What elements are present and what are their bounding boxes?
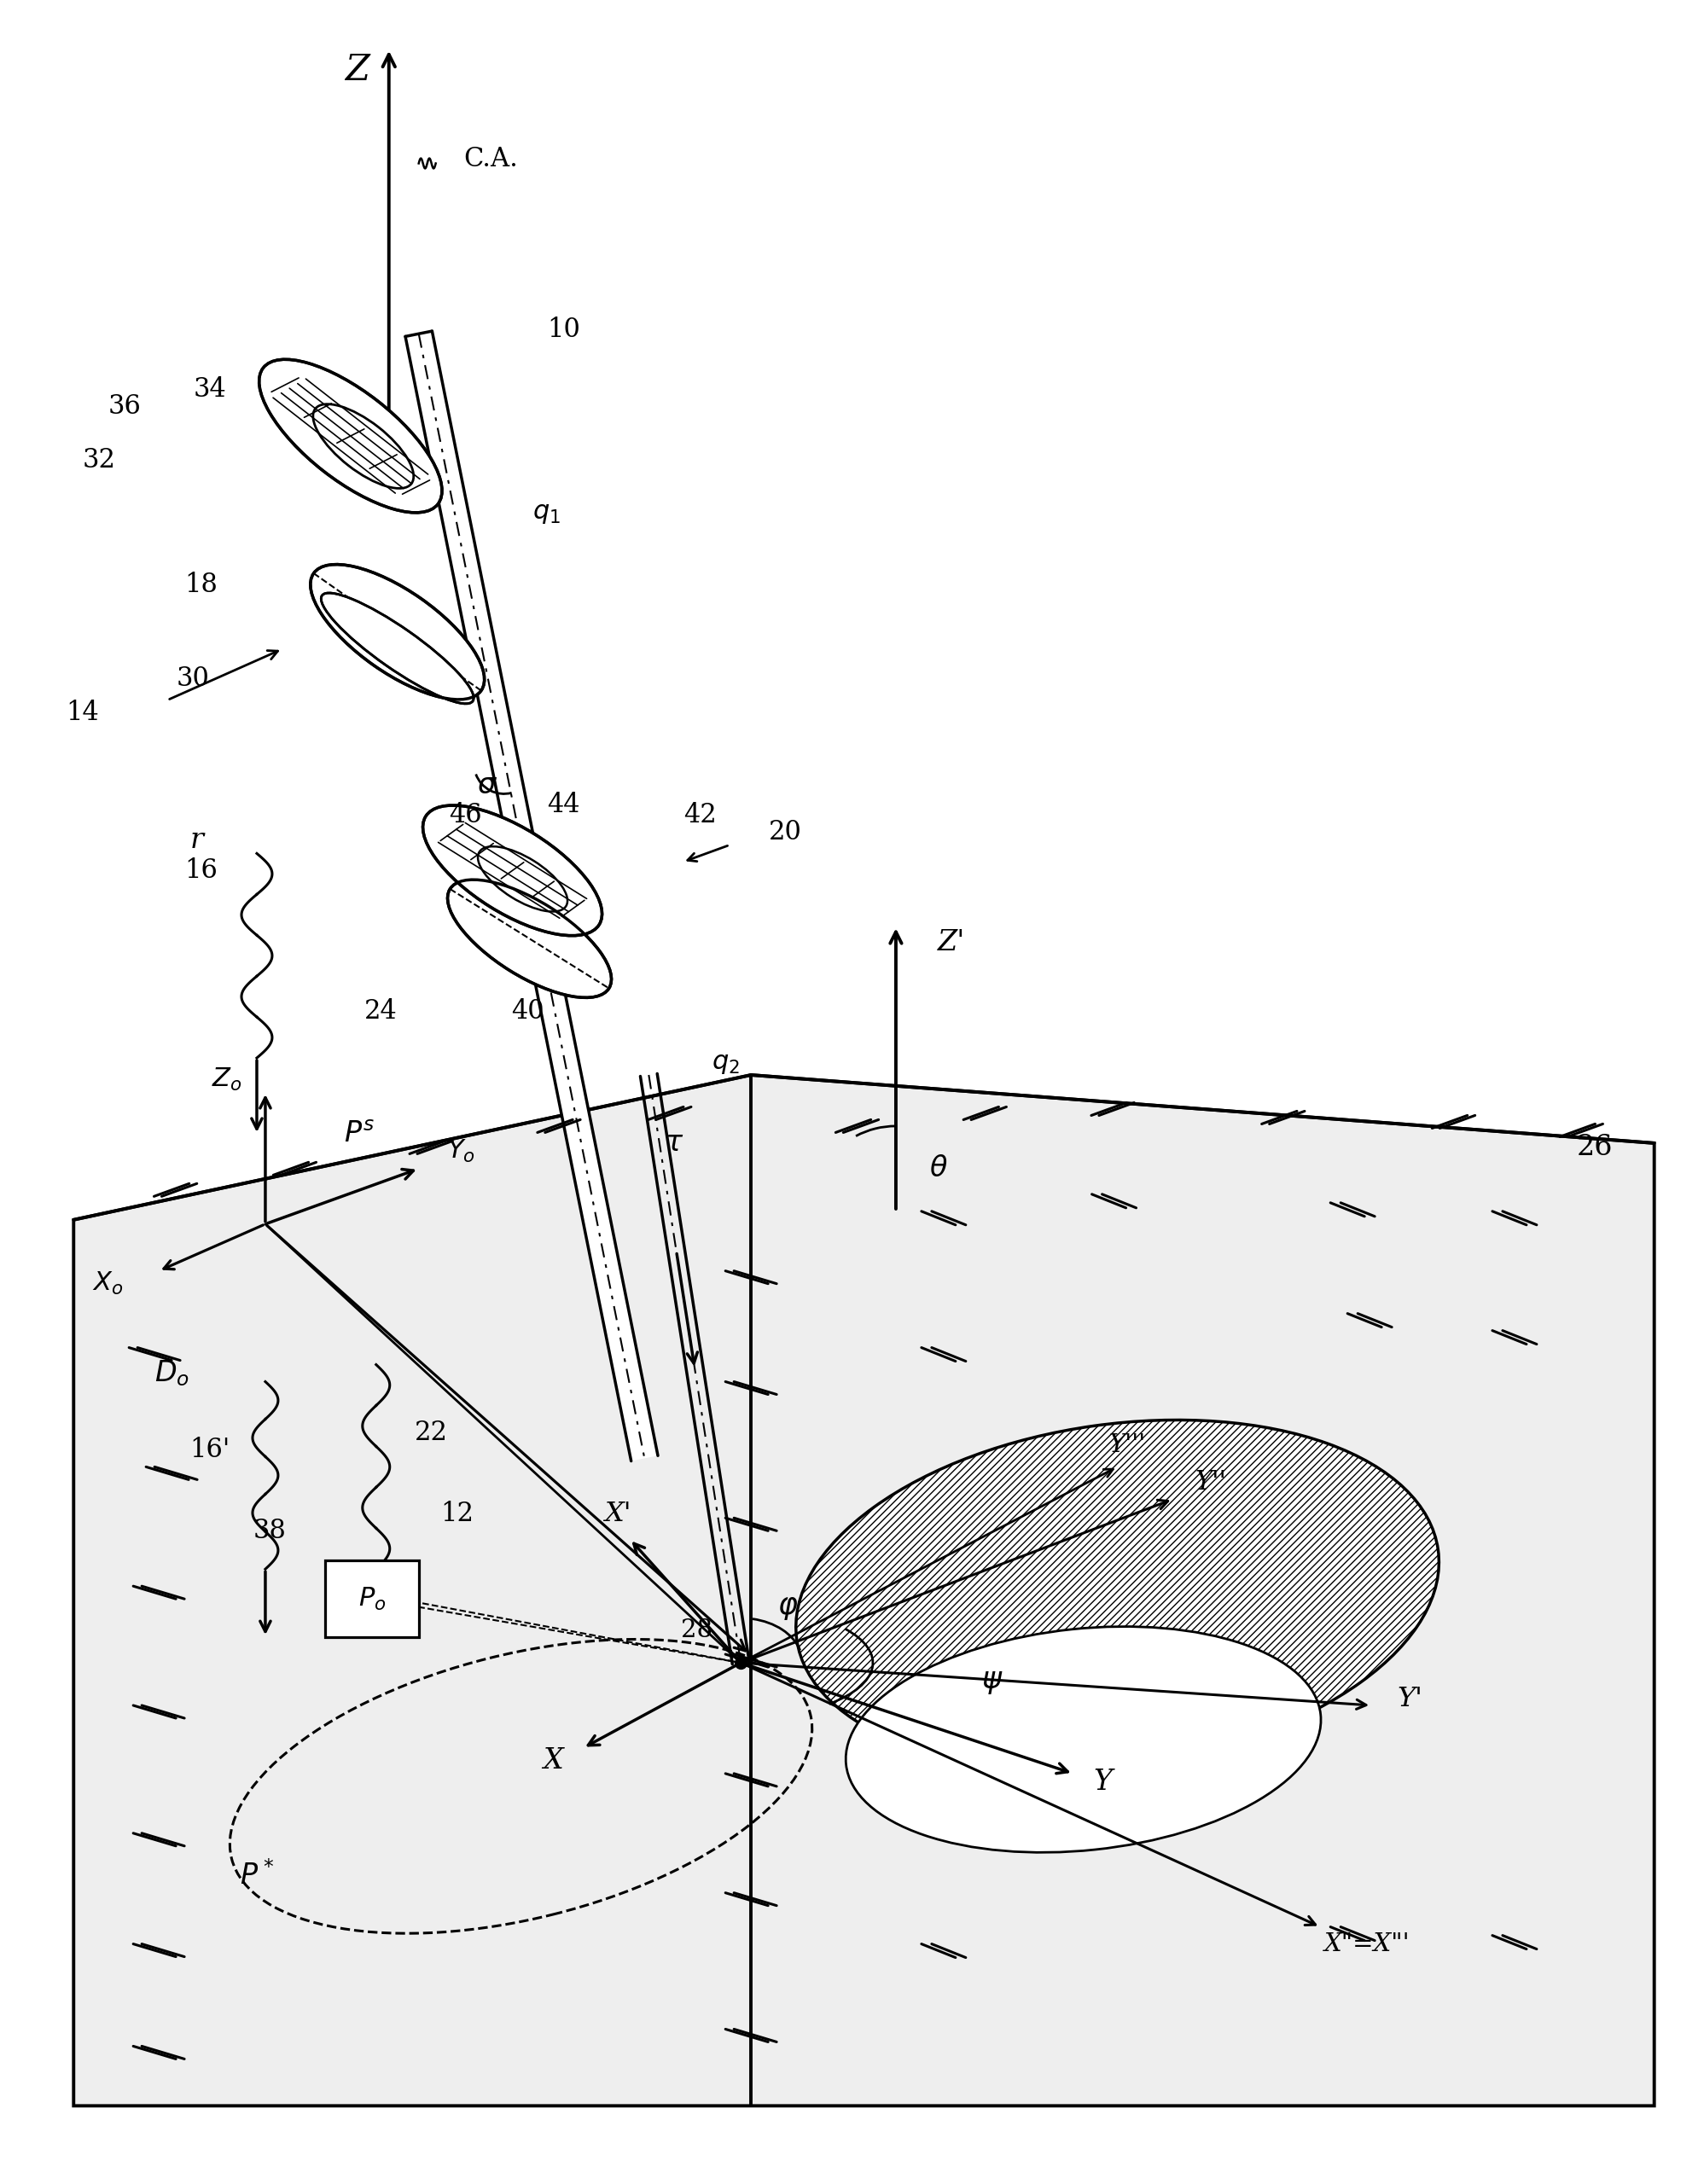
- Text: $q_1$: $q_1$: [532, 500, 561, 526]
- Text: X"=X"': X"=X"': [1324, 1933, 1409, 1957]
- Text: $\theta$: $\theta$: [929, 1155, 947, 1182]
- Ellipse shape: [448, 880, 612, 998]
- Text: $\tau$: $\tau$: [665, 1129, 683, 1158]
- Text: 44: 44: [547, 791, 579, 819]
- Text: $q_2$: $q_2$: [712, 1048, 740, 1075]
- Text: 22: 22: [414, 1420, 448, 1446]
- Polygon shape: [406, 332, 658, 1461]
- Text: $\sigma$: $\sigma$: [477, 771, 498, 799]
- Text: 18: 18: [184, 572, 218, 598]
- Text: $\psi$: $\psi$: [982, 1666, 1004, 1697]
- Ellipse shape: [845, 1627, 1321, 1852]
- Text: $Y_o$: $Y_o$: [448, 1138, 475, 1164]
- Text: 20: 20: [769, 819, 801, 845]
- Ellipse shape: [310, 563, 484, 699]
- Text: 14: 14: [65, 699, 99, 725]
- Text: X': X': [603, 1500, 630, 1527]
- Text: 38: 38: [252, 1518, 286, 1544]
- Text: 16: 16: [184, 858, 218, 885]
- Text: C.A.: C.A.: [463, 146, 518, 173]
- Text: 32: 32: [82, 448, 116, 474]
- Text: Y: Y: [1094, 1769, 1113, 1795]
- Bar: [325, 1562, 419, 1638]
- Text: 12: 12: [440, 1500, 474, 1527]
- Text: $P^*$: $P^*$: [240, 1861, 274, 1891]
- Text: 36: 36: [107, 393, 141, 419]
- Text: $P^s$: $P^s$: [344, 1120, 375, 1149]
- Ellipse shape: [259, 360, 441, 513]
- Text: Y': Y': [1397, 1686, 1423, 1712]
- Text: 26: 26: [1576, 1133, 1612, 1162]
- Text: Z': Z': [937, 928, 964, 957]
- Text: Y''': Y''': [1109, 1433, 1147, 1457]
- Text: 34: 34: [194, 376, 227, 402]
- Ellipse shape: [423, 806, 602, 935]
- Text: $X_o$: $X_o$: [92, 1271, 123, 1297]
- Text: $D_o$: $D_o$: [153, 1358, 189, 1389]
- Text: 30: 30: [176, 666, 210, 692]
- Text: 28: 28: [680, 1618, 712, 1642]
- Text: 10: 10: [547, 317, 579, 343]
- Text: 24: 24: [365, 998, 397, 1024]
- Ellipse shape: [796, 1420, 1438, 1769]
- Text: Z: Z: [344, 52, 370, 87]
- Text: 16': 16': [189, 1437, 230, 1463]
- Text: X: X: [544, 1747, 564, 1773]
- Text: $Z_o$: $Z_o$: [211, 1066, 242, 1092]
- Text: Y'': Y'': [1196, 1470, 1227, 1496]
- Text: 40: 40: [511, 998, 544, 1024]
- Polygon shape: [73, 1075, 1655, 2105]
- Text: $\varphi$: $\varphi$: [777, 1592, 797, 1623]
- Text: 46: 46: [450, 802, 482, 828]
- Ellipse shape: [320, 592, 474, 703]
- Text: r: r: [191, 828, 204, 854]
- Text: $P_o$: $P_o$: [358, 1586, 385, 1612]
- Text: 42: 42: [683, 802, 716, 828]
